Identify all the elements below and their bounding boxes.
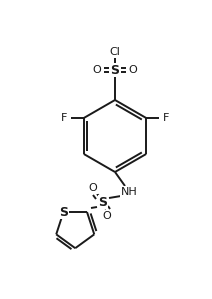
Text: O: O [89,183,97,193]
Text: S: S [99,196,107,208]
Text: O: O [93,65,101,75]
Text: O: O [129,65,137,75]
Text: O: O [103,211,111,221]
Text: F: F [61,113,67,123]
Text: F: F [163,113,169,123]
Text: S: S [110,63,120,77]
Text: S: S [59,205,68,219]
Text: NH: NH [121,187,137,197]
Text: Cl: Cl [110,47,120,57]
